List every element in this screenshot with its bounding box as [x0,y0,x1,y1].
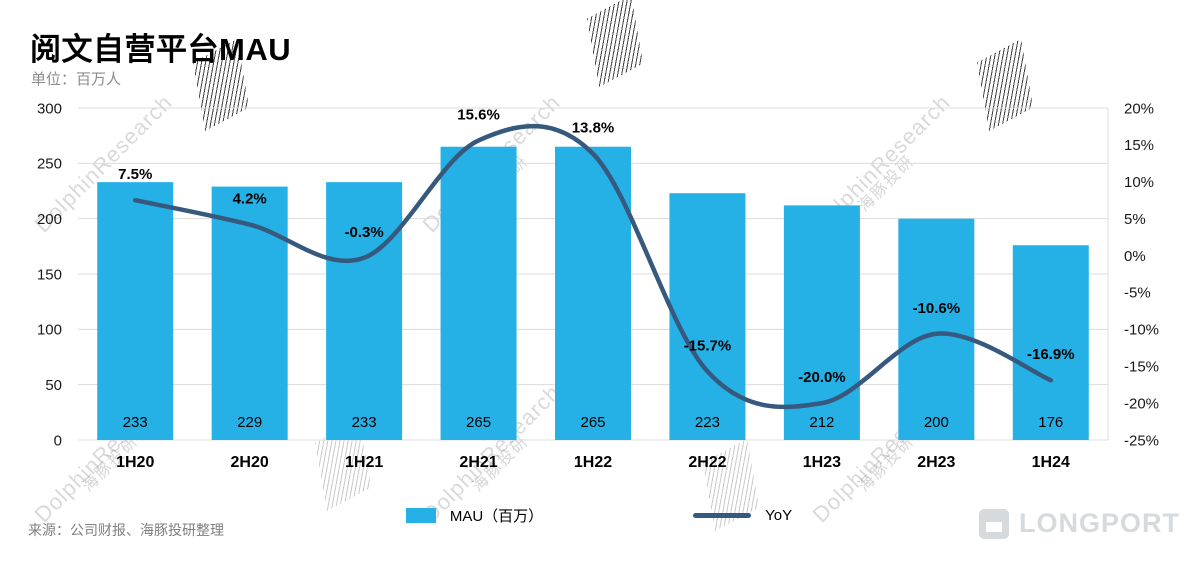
yoy-line [132,123,1054,410]
bar-2H23 [898,218,975,440]
longport-logo-icon [979,508,1009,539]
right-axis-tick: -10% [1124,322,1159,339]
bar-2H20 [211,186,288,440]
legend-item-mau: MAU（百万） [405,505,544,526]
left-axis-tick: 200 [37,211,62,228]
legend-label-mau: MAU（百万） [449,508,544,525]
x-axis-label-1H20: 1H20 [116,454,154,471]
yoy-label-2H21: 15.6% [457,106,500,123]
left-axis-tick: 300 [37,100,62,117]
bar-label-2H22: 223 [695,414,720,431]
bar-2H21 [440,146,517,440]
chart-legend: MAU（百万） YoY [0,505,1198,526]
bar-label-2H20: 229 [237,414,262,431]
left-axis-tick: 50 [45,377,62,394]
bar-label-1H23: 212 [809,414,834,431]
yoy-label-2H20: 4.2% [233,191,267,208]
bar-label-2H23: 200 [924,414,949,431]
yoy-line-swatch [693,513,752,518]
left-axis-tick: 150 [37,266,62,283]
yoy-label-2H22: -15.7% [684,337,732,354]
yoy-label-1H20: 7.5% [118,166,152,183]
legend-label-yoy: YoY [765,507,793,524]
bar-1H21 [326,182,403,440]
page-title: 阅文自营平台MAU [30,32,292,67]
longport-logo-text: LONGPORT [1019,508,1180,538]
yoy-label-1H24: -16.9% [1027,346,1075,363]
bar-label-1H21: 233 [352,414,377,431]
yoy-label-1H21: -0.3% [345,224,384,241]
mau-bar-swatch [405,508,436,523]
x-axis-label-1H21: 1H21 [345,454,383,471]
bar-label-1H22: 265 [580,414,605,431]
bar-label-1H20: 233 [123,414,148,431]
right-axis-tick: -15% [1124,358,1159,375]
left-axis-tick: 0 [54,432,62,449]
right-axis-tick: 5% [1124,211,1146,228]
x-axis-label-2H23: 2H23 [917,454,955,471]
bar-1H24 [1012,245,1089,440]
bar-2H22 [669,193,746,440]
left-axis-tick: 250 [37,156,62,173]
legend-item-yoy: YoY [693,507,792,524]
chart-unit-label: 单位：百万人 [31,71,122,88]
x-axis-label-2H21: 2H21 [459,454,497,471]
bar-label-1H24: 176 [1038,414,1063,431]
bar-1H20 [97,182,174,440]
right-axis-tick: 10% [1124,174,1154,191]
yoy-label-1H22: 13.8% [572,120,615,137]
x-axis-label-1H22: 1H22 [574,454,612,471]
left-axis-tick: 100 [37,322,62,339]
right-axis-tick: 20% [1124,100,1154,117]
x-axis-label-2H22: 2H22 [688,454,726,471]
x-axis-label-1H24: 1H24 [1032,454,1070,471]
right-axis-tick: -20% [1124,395,1159,412]
x-axis-label-1H23: 1H23 [803,454,841,471]
right-axis-tick: -5% [1124,285,1151,302]
bar-label-2H21: 265 [466,414,491,431]
x-axis-label-2H20: 2H20 [231,454,269,471]
yoy-label-2H23: -10.6% [913,300,961,317]
yoy-label-1H23: -20.0% [798,369,846,386]
source-note: 来源：公司财报、海豚投研整理 [28,522,224,538]
longport-logo: LONGPORT [979,508,1180,539]
right-axis-tick: 0% [1124,248,1146,265]
right-axis-tick: 15% [1124,137,1154,154]
right-axis-tick: -25% [1124,432,1159,449]
